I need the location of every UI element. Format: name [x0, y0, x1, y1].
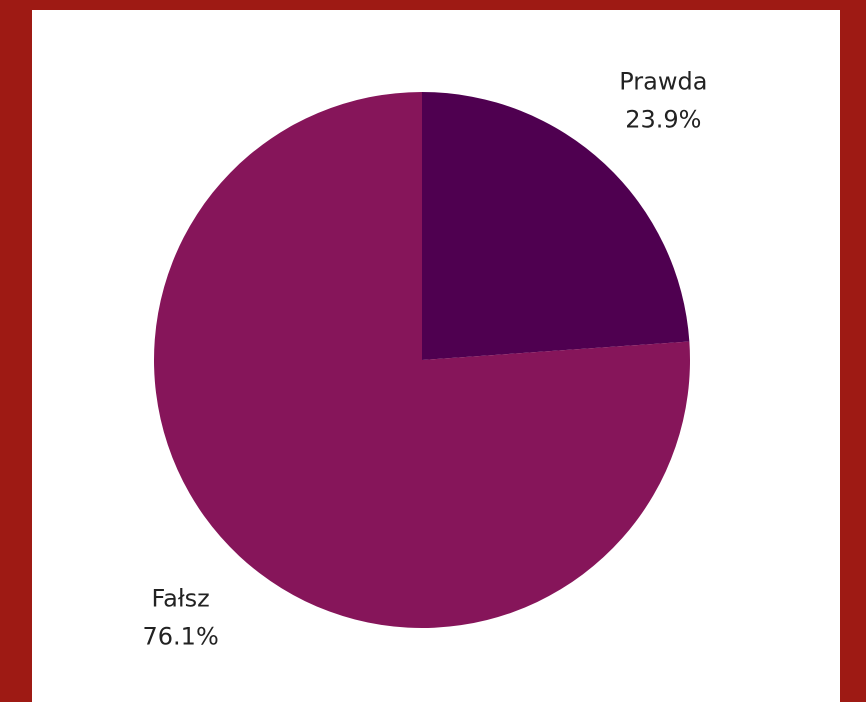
- pie-slice: [422, 92, 690, 360]
- slice-value-label: 23.9%: [625, 105, 701, 133]
- slice-label: Fałsz: [152, 585, 210, 613]
- pie-slice: [154, 92, 691, 628]
- slice-value-label: 76.1%: [143, 623, 219, 651]
- slice-label: Prawda: [619, 67, 707, 95]
